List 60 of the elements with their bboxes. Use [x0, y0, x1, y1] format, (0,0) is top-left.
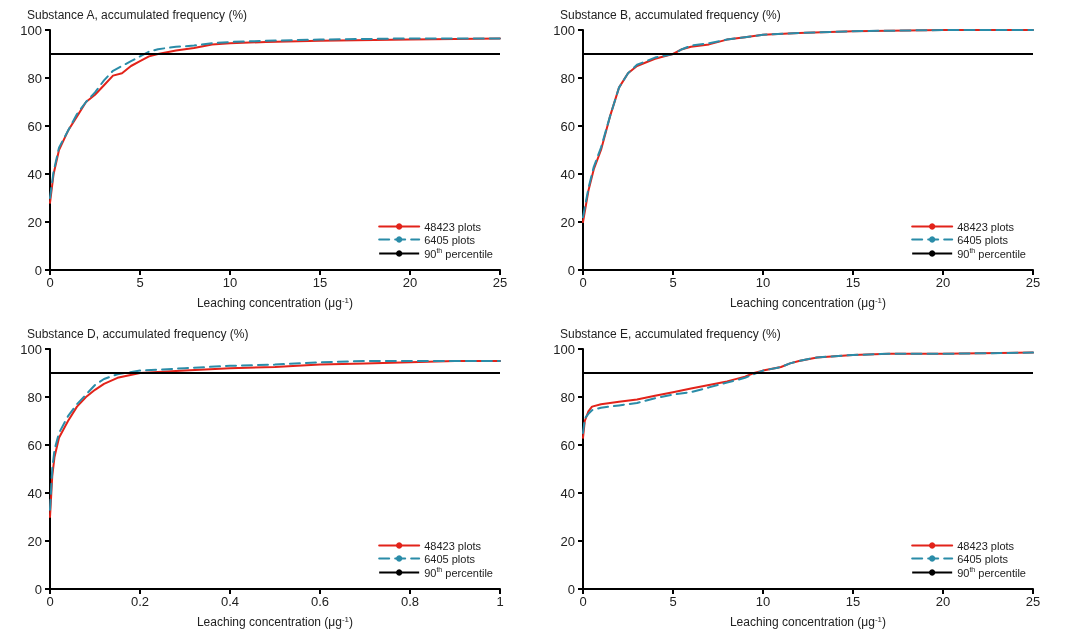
x-tick-label: 0	[579, 275, 587, 290]
y-tick-label: 20	[27, 533, 42, 549]
legend-label: 48423 plots	[424, 539, 482, 552]
x-tick-label: 10	[222, 275, 238, 290]
y-tick-label: 100	[20, 341, 42, 357]
y-tick-label: 100	[20, 22, 42, 38]
y-tick-label: 60	[560, 437, 575, 453]
x-tick-label: 15	[312, 275, 328, 290]
legend-label: 48423 plots	[957, 539, 1015, 552]
legend-label: 48423 plots	[424, 220, 482, 233]
x-tick-label: 20	[935, 594, 951, 609]
x-tick-label: 5	[136, 275, 144, 290]
x-tick-label: 10	[755, 275, 771, 290]
y-tick-label: 20	[560, 533, 575, 549]
legend-label: 6405 plots	[424, 552, 476, 565]
legend-label: 6405 plots	[424, 233, 476, 246]
y-tick-label: 80	[27, 389, 42, 405]
y-tick-label: 80	[27, 70, 42, 86]
x-tick-label: 0	[46, 594, 54, 609]
x-tick-label: 0	[579, 594, 587, 609]
x-tick-label: 0.8	[400, 594, 420, 609]
y-tick-label: 60	[27, 118, 42, 134]
y-tick-label: 60	[560, 118, 575, 134]
x-tick-label: 5	[669, 275, 677, 290]
x-tick-label: 10	[755, 594, 771, 609]
y-tick-label: 40	[27, 485, 42, 501]
chart-title: Substance B, accumulated frequency (%)	[560, 8, 781, 22]
chart-title: Substance A, accumulated frequency (%)	[27, 8, 248, 22]
x-tick-label: 15	[845, 275, 861, 290]
legend-label: 6405 plots	[957, 233, 1009, 246]
y-tick-label: 20	[560, 214, 575, 230]
y-tick-label: 0	[567, 262, 575, 278]
y-tick-label: 40	[560, 485, 575, 501]
x-tick-label: 20	[402, 275, 418, 290]
legend-label: 48423 plots	[957, 220, 1015, 233]
y-tick-label: 80	[560, 70, 575, 86]
legend-label: 6405 plots	[957, 552, 1009, 565]
x-tick-label: 25	[492, 275, 508, 290]
y-tick-label: 0	[34, 581, 42, 597]
chart-title: Substance E, accumulated frequency (%)	[560, 327, 781, 341]
x-tick-label: 5	[669, 594, 677, 609]
y-tick-label: 0	[567, 581, 575, 597]
y-tick-label: 60	[27, 437, 42, 453]
chart-title: Substance D, accumulated frequency (%)	[27, 327, 249, 341]
x-tick-label: 0.2	[130, 594, 150, 609]
y-tick-label: 20	[27, 214, 42, 230]
y-tick-label: 100	[553, 341, 575, 357]
x-tick-label: 0.6	[310, 594, 330, 609]
y-tick-label: 100	[553, 22, 575, 38]
x-tick-label: 1	[496, 594, 504, 609]
x-tick-label: 20	[935, 275, 951, 290]
x-tick-label: 15	[845, 594, 861, 609]
y-tick-label: 0	[34, 262, 42, 278]
y-tick-label: 80	[560, 389, 575, 405]
y-tick-label: 40	[560, 166, 575, 182]
x-tick-label: 25	[1025, 594, 1041, 609]
x-tick-label: 0.4	[220, 594, 240, 609]
x-tick-label: 25	[1025, 275, 1041, 290]
y-tick-label: 40	[27, 166, 42, 182]
x-tick-label: 0	[46, 275, 54, 290]
